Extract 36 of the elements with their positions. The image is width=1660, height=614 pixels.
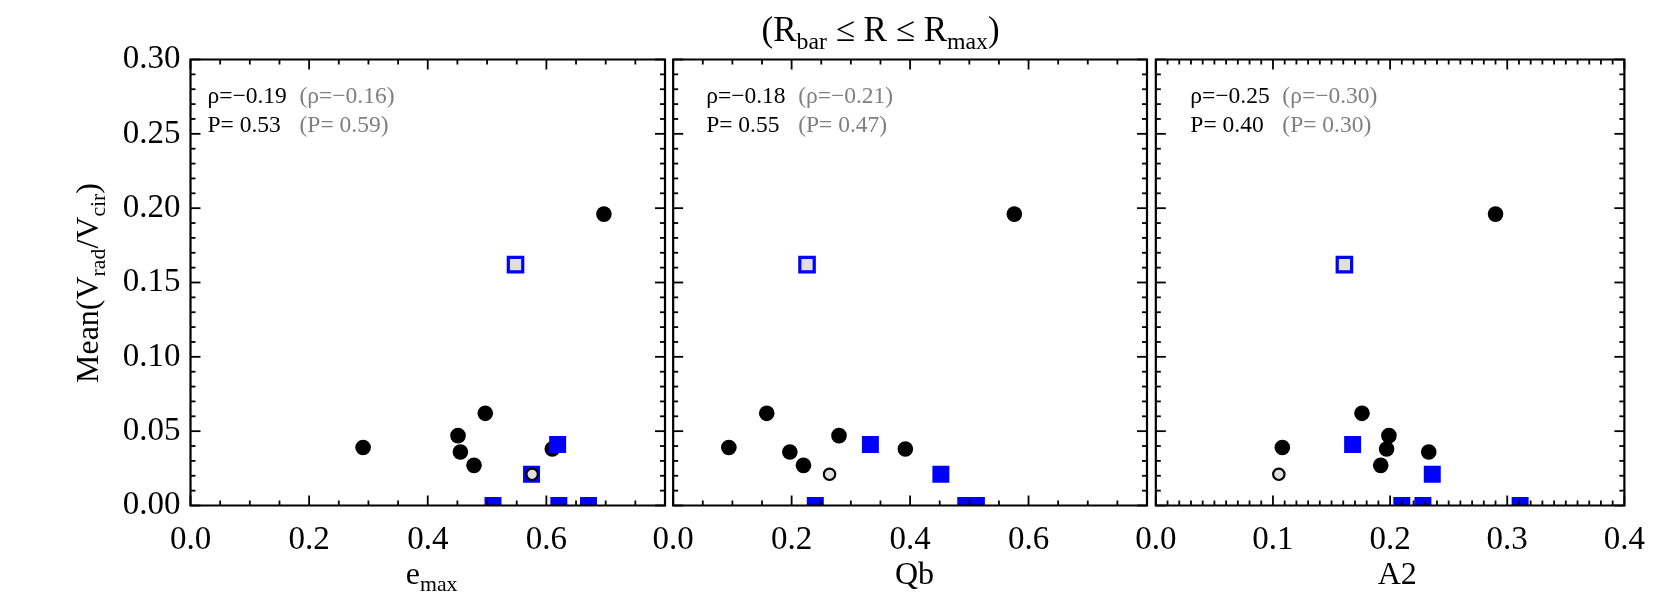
x-axis-title: e$_{max}$ <box>405 555 458 596</box>
annotation: ρ=−0.25 <box>1190 82 1270 108</box>
x-tick-label: 0.0 <box>1135 519 1177 556</box>
annotation: (ρ=−0.30) <box>1282 82 1378 108</box>
y-tick-label: 0.00 <box>122 485 181 522</box>
x-tick-label: 0.0 <box>169 519 212 556</box>
y-tick-label: 0.30 <box>122 39 181 76</box>
y-tick-label: 0.10 <box>122 336 181 373</box>
x-tick-label: 0.1 <box>1252 519 1294 556</box>
annotation: (P= 0.59) <box>299 110 389 137</box>
annotation: (P= 0.30) <box>1282 110 1372 137</box>
x-tick-label: 0.6 <box>525 519 567 556</box>
annotation: (ρ=−0.16) <box>299 82 395 108</box>
x-axis-title: A2 <box>1377 555 1417 591</box>
x-tick-label: 0.0 <box>652 519 694 556</box>
y-tick-label: 0.05 <box>122 410 181 447</box>
chart-title: (R$_{bar}$ ≤ R ≤ R$_{max}$) <box>761 10 1000 54</box>
x-tick-label: 0.6 <box>1007 519 1050 556</box>
y-tick-label: 0.20 <box>122 187 181 224</box>
annotation: P= 0.55 <box>706 110 780 137</box>
x-tick-label: 0.3 <box>1486 519 1528 556</box>
annotation: P= 0.40 <box>1190 110 1264 137</box>
annotation: P= 0.53 <box>207 110 281 137</box>
x-tick-label: 0.2 <box>288 519 330 556</box>
x-tick-label: 0.2 <box>1369 519 1411 556</box>
x-axis-title: Qb <box>895 555 935 591</box>
x-tick-label: 0.4 <box>407 519 449 556</box>
annotation: (ρ=−0.21) <box>798 82 894 108</box>
annotation: ρ=−0.19 <box>207 82 287 108</box>
x-tick-label: 0.4 <box>1603 519 1645 556</box>
y-tick-label: 0.25 <box>122 113 181 150</box>
x-tick-label: 0.4 <box>889 519 931 556</box>
annotation: (P= 0.47) <box>798 110 888 137</box>
x-tick-label: 0.2 <box>771 519 813 556</box>
annotation: ρ=−0.18 <box>706 82 786 108</box>
y-tick-label: 0.15 <box>122 262 181 299</box>
